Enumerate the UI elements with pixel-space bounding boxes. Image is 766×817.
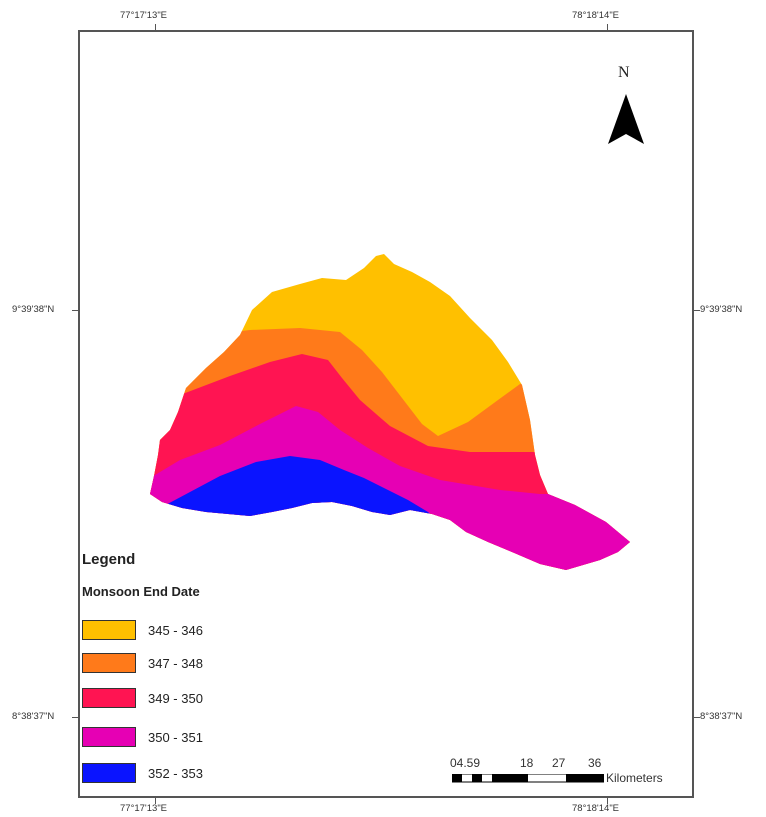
legend-title: Legend [82, 551, 136, 568]
legend-label: 349 - 350 [148, 690, 203, 706]
coord-right-lower: 8°38'37"N [700, 711, 743, 722]
legend-item: 345 - 346 [82, 619, 203, 641]
legend-label: 352 - 353 [148, 765, 203, 781]
tick-left-lower [72, 717, 80, 718]
coord-left-lower: 8°38'37"N [12, 711, 55, 722]
legend-label: 350 - 351 [148, 729, 203, 745]
scale-tick-label: 27 [552, 756, 566, 770]
north-label: N [618, 64, 630, 81]
legend-swatch [82, 688, 136, 708]
scale-tick-label: 18 [520, 756, 534, 770]
coord-bottom-right: 78°18'14"E [572, 803, 620, 814]
scale-tick-label: 04.59 [450, 756, 481, 770]
tick-bottom-left [155, 796, 156, 804]
legend-swatch [82, 620, 136, 640]
tick-right-lower [692, 717, 700, 718]
legend-swatch [82, 727, 136, 747]
scale-tick-label: 36 [588, 756, 602, 770]
tick-top-right [607, 24, 608, 32]
legend-label: 347 - 348 [148, 655, 203, 671]
scale-unit-label: Kilometers [606, 771, 663, 785]
tick-right-upper [692, 310, 700, 311]
legend-item: 352 - 353 [82, 762, 203, 784]
north-arrow-icon [608, 94, 644, 144]
legend-subtitle: Monsoon End Date [82, 584, 200, 599]
scale-bar [452, 774, 604, 783]
tick-bottom-right [607, 796, 608, 804]
coord-left-upper: 9°39'38"N [12, 304, 55, 315]
tick-top-left [155, 24, 156, 32]
legend-item: 347 - 348 [82, 652, 203, 674]
legend-item: 349 - 350 [82, 687, 203, 709]
legend-swatch [82, 763, 136, 783]
tick-left-upper [72, 310, 80, 311]
coord-bottom-left: 77°17'13"E [120, 803, 168, 814]
legend-item: 350 - 351 [82, 726, 203, 748]
legend-swatch [82, 653, 136, 673]
coord-top-left: 77°17'13"E [120, 10, 168, 21]
legend-label: 345 - 346 [148, 622, 203, 638]
coord-top-right: 78°18'14"E [572, 10, 620, 21]
coord-right-upper: 9°39'38"N [700, 304, 743, 315]
